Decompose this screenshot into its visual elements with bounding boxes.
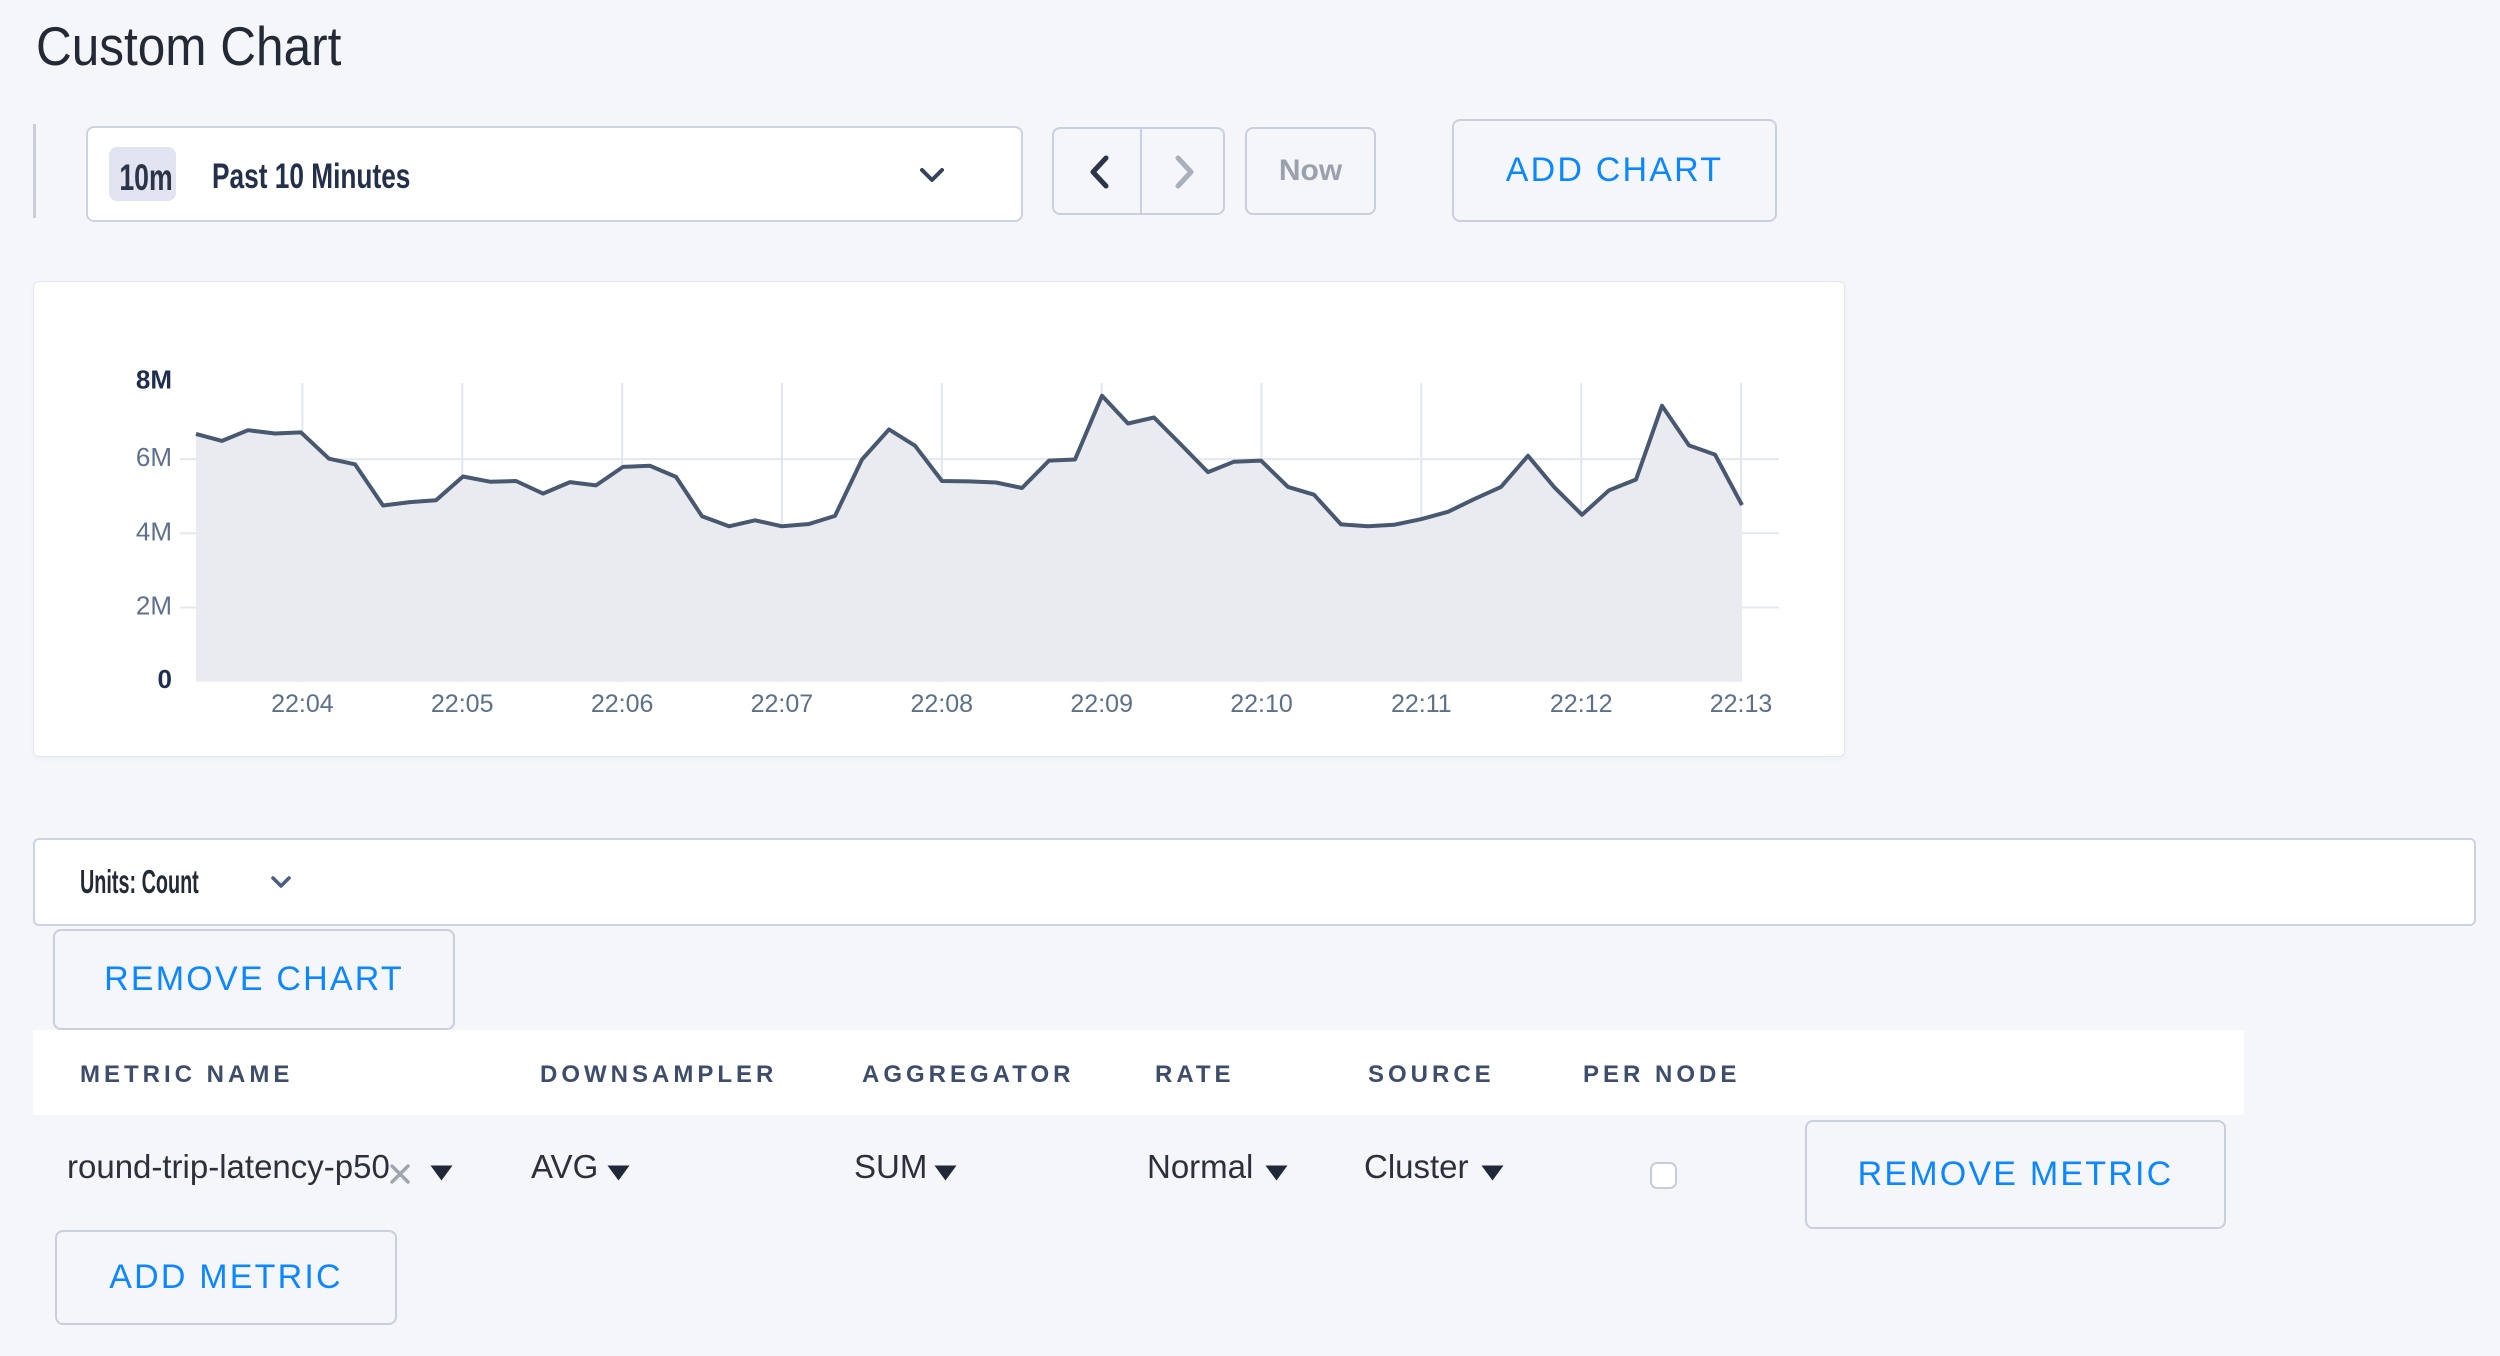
svg-text:22:11: 22:11 [1391, 690, 1452, 718]
svg-text:22:04: 22:04 [271, 690, 334, 718]
svg-text:0: 0 [158, 664, 172, 694]
svg-text:22:12: 22:12 [1550, 690, 1613, 718]
svg-text:22:13: 22:13 [1710, 690, 1773, 718]
svg-text:8M: 8M [136, 364, 172, 394]
svg-text:6M: 6M [136, 442, 172, 472]
svg-text:22:05: 22:05 [431, 690, 494, 718]
svg-text:4M: 4M [136, 516, 172, 546]
svg-text:22:07: 22:07 [751, 690, 814, 718]
svg-text:22:09: 22:09 [1070, 690, 1133, 718]
svg-text:22:08: 22:08 [911, 690, 974, 718]
svg-text:22:10: 22:10 [1230, 690, 1293, 718]
svg-text:2M: 2M [136, 591, 172, 621]
svg-text:22:06: 22:06 [591, 690, 654, 718]
